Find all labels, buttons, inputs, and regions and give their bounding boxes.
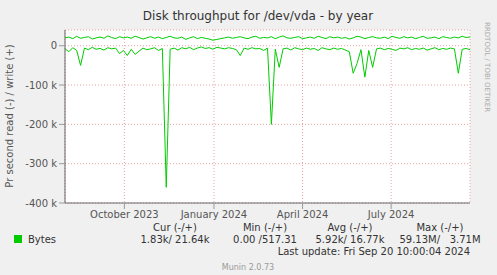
svg-text:Disk throughput for /dev/vda -: Disk throughput for /dev/vda - by year bbox=[143, 9, 373, 23]
svg-text:0: 0 bbox=[51, 40, 57, 51]
svg-text:July 2024: July 2024 bbox=[367, 209, 415, 220]
svg-text:Pr second read (-) / write (+): Pr second read (-) / write (+) bbox=[8, 44, 15, 187]
svg-text:October 2023: October 2023 bbox=[90, 209, 159, 220]
svg-text:RRDTOOL / TOBI OETIKER: RRDTOOL / TOBI OETIKER bbox=[483, 22, 489, 112]
svg-text:0.00 /517.31: 0.00 /517.31 bbox=[233, 234, 297, 245]
svg-text:Munin 2.0.73: Munin 2.0.73 bbox=[222, 263, 274, 272]
svg-text:1.83k/ 21.64k: 1.83k/ 21.64k bbox=[140, 234, 209, 245]
svg-text:April 2024: April 2024 bbox=[277, 209, 328, 220]
svg-text:5.92k/ 16.77k: 5.92k/ 16.77k bbox=[315, 234, 384, 245]
svg-text:Last update: Fri Sep 20 10:00:: Last update: Fri Sep 20 10:00:04 2024 bbox=[278, 246, 470, 257]
svg-text:-300 k: -300 k bbox=[25, 158, 57, 169]
svg-text:Avg (-/+): Avg (-/+) bbox=[328, 222, 373, 233]
svg-text:Max (-/+): Max (-/+) bbox=[416, 222, 463, 233]
svg-text:Bytes: Bytes bbox=[28, 234, 56, 245]
svg-text:-400 k: -400 k bbox=[25, 198, 57, 209]
svg-text:Cur (-/+): Cur (-/+) bbox=[153, 222, 197, 233]
svg-text:January 2024: January 2024 bbox=[180, 209, 248, 220]
svg-text:59.13M/ 3.71M: 59.13M/ 3.71M bbox=[399, 234, 480, 245]
svg-text:-200 k: -200 k bbox=[25, 119, 57, 130]
svg-text:Min (-/+): Min (-/+) bbox=[243, 222, 287, 233]
svg-text:-100 k: -100 k bbox=[25, 80, 57, 91]
